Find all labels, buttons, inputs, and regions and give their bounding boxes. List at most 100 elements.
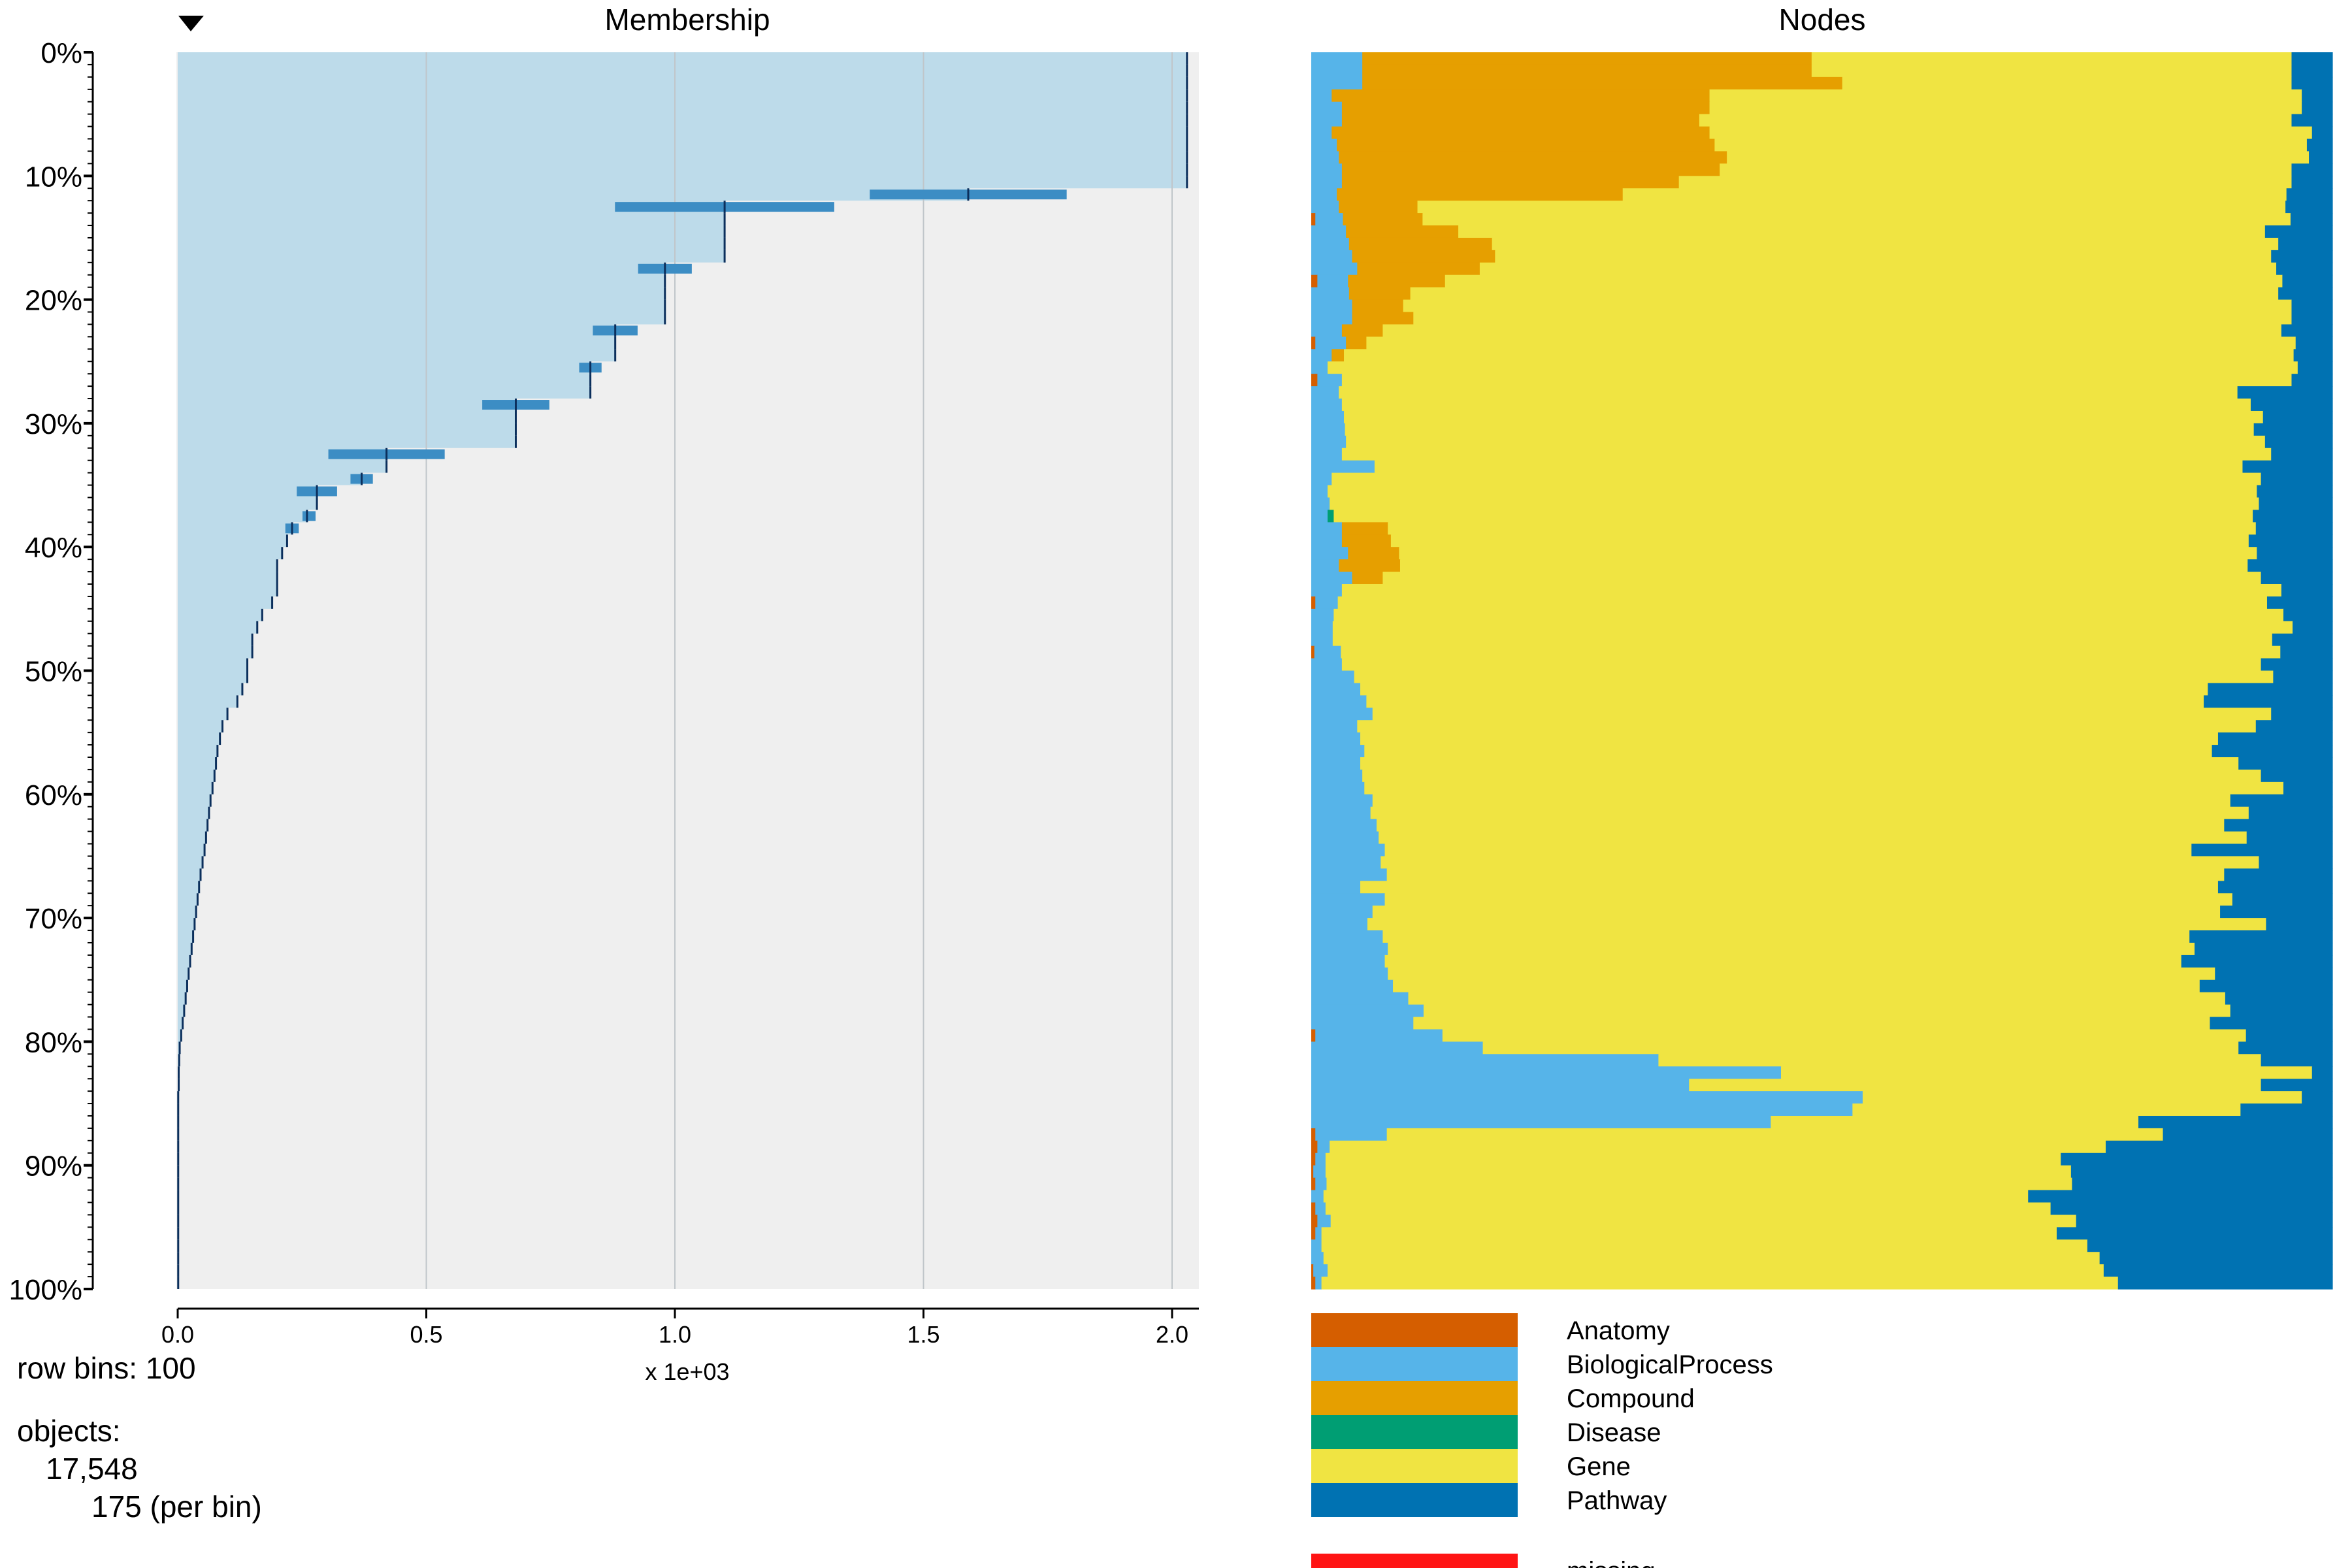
nodes-segment-pathway	[2261, 1079, 2333, 1092]
nodes-segment-pathway	[2163, 1128, 2333, 1141]
nodes-segment-pathway	[2253, 423, 2333, 436]
nodes-segment-pathway	[2189, 930, 2333, 943]
triangle-down-icon[interactable]	[178, 16, 204, 31]
nodes-segment-biologicalprocess	[1311, 732, 1361, 745]
nodes-segment-gene	[1386, 868, 2225, 881]
nodes-segment-biologicalprocess	[1311, 1054, 1659, 1067]
y-tick-label: 50%	[25, 656, 82, 688]
nodes-segment-biologicalprocess	[1311, 881, 1361, 894]
nodes-segment-biologicalprocess	[1311, 262, 1358, 276]
nodes-segment-pathway	[2283, 781, 2333, 795]
nodes-segment-gene	[1362, 769, 2262, 783]
nodes-segment-gene	[1399, 559, 2248, 572]
nodes-segment-biologicalprocess	[1311, 1079, 1690, 1092]
nodes-segment-biologicalprocess	[1311, 386, 1339, 399]
nodes-segment-biologicalprocess	[1311, 819, 1377, 832]
nodes-segment-biologicalprocess	[1311, 547, 1348, 560]
nodes-segment-gene	[1842, 76, 2293, 90]
nodes-segment-biologicalprocess	[1311, 955, 1386, 968]
nodes-segment-biologicalprocess	[1311, 893, 1386, 906]
nodes-segment-pathway	[2232, 893, 2333, 906]
nodes-segment-biologicalprocess	[1311, 237, 1350, 251]
nodes-segment-pathway	[2291, 163, 2333, 176]
objects-count: 17,548	[46, 1452, 138, 1486]
nodes-segment-anatomy	[1311, 1177, 1316, 1191]
nodes-segment-gene	[1727, 151, 2310, 164]
nodes-segment-gene	[1345, 423, 2255, 436]
nodes-segment-gene	[1390, 534, 2249, 547]
nodes-segment-gene	[1458, 225, 2266, 238]
legend-swatch	[1311, 1381, 1518, 1415]
nodes-segment-compound	[1362, 76, 1843, 90]
nodes-segment-gene	[1442, 1029, 2247, 1042]
nodes-segment-biologicalprocess	[1311, 806, 1371, 820]
per-bin-label: 175 (per bin)	[91, 1490, 262, 1524]
nodes-segment-gene	[1331, 472, 2262, 486]
objects-label: objects:	[17, 1414, 121, 1448]
y-tick-label: 100%	[8, 1274, 82, 1306]
nodes-segment-gene	[1377, 819, 2225, 832]
nodes-segment-compound	[1348, 237, 1493, 251]
nodes-segment-compound	[1339, 151, 1727, 164]
nodes-segment-biologicalprocess	[1313, 1264, 1328, 1277]
nodes-segment-gene	[1344, 349, 2295, 362]
legend-swatch	[1311, 1483, 1518, 1517]
nodes-segment-biologicalprocess	[1311, 64, 1363, 78]
nodes-segment-compound	[1339, 559, 1401, 572]
nodes-segment-pathway	[2138, 1115, 2333, 1129]
nodes-segment-pathway	[2261, 572, 2333, 585]
nodes-segment-pathway	[2253, 510, 2333, 523]
nodes-segment-gene	[1330, 1215, 2077, 1228]
y-tick-label: 10%	[25, 161, 82, 193]
nodes-segment-gene	[1357, 720, 2257, 733]
nodes-segment-compound	[1352, 572, 1384, 585]
nodes-segment-gene	[1714, 139, 2308, 152]
nodes-segment-pathway	[2106, 1140, 2333, 1154]
nodes-segment-anatomy	[1311, 1264, 1314, 1277]
nodes-segment-compound	[1346, 225, 1459, 238]
nodes-segment-pathway	[2273, 670, 2333, 684]
nodes-segment-gene	[1811, 52, 2293, 65]
nodes-segment-biologicalprocess	[1311, 856, 1381, 869]
nodes-segment-compound	[1341, 176, 1680, 189]
nodes-segment-compound	[1352, 312, 1414, 325]
nodes-segment-gene	[1360, 757, 2239, 770]
nodes-segment-compound	[1343, 213, 1423, 226]
nodes-segment-gene	[1374, 460, 2244, 474]
nodes-segment-pathway	[2283, 608, 2333, 622]
nodes-segment-gene	[1325, 1152, 2061, 1166]
nodes-segment-gene	[1370, 806, 2249, 820]
nodes-segment-biologicalprocess	[1315, 1029, 1443, 1042]
nodes-segment-pathway	[2215, 967, 2333, 981]
nodes-segment-biologicalprocess	[1311, 76, 1363, 90]
y-tick-label: 90%	[25, 1151, 82, 1183]
nodes-segment-anatomy	[1311, 1152, 1316, 1166]
nodes-segment-biologicalprocess	[1315, 1128, 1388, 1141]
nodes-segment-pathway	[2103, 1264, 2333, 1277]
y-axis: 0% 10% 20% 30% 40% 50% 60% 70% 80% 90% 100%	[8, 37, 94, 1306]
nodes-segment-pathway	[2271, 448, 2333, 461]
nodes-segment-gene	[1367, 918, 2267, 931]
nodes-segment-biologicalprocess	[1311, 534, 1343, 547]
nodes-segment-gene	[1399, 547, 2257, 560]
nodes-segment-biologicalprocess	[1311, 151, 1339, 164]
nodes-segment-gene	[1384, 893, 2233, 906]
nodes-segment-gene	[1384, 955, 2182, 968]
nodes-segment-biologicalprocess	[1311, 769, 1363, 783]
nodes-segment-biologicalprocess	[1315, 213, 1344, 226]
nodes-segment-gene	[1413, 312, 2293, 325]
nodes-segment-pathway	[2220, 906, 2333, 919]
nodes-segment-biologicalprocess	[1311, 868, 1388, 881]
legend-label: Anatomy	[1567, 1316, 1670, 1345]
nodes-segment-biologicalprocess	[1311, 658, 1343, 672]
nodes-segment-pathway	[2225, 992, 2333, 1005]
nodes-segment-anatomy	[1311, 1202, 1316, 1216]
nodes-segment-compound	[1357, 262, 1480, 276]
nodes-segment-pathway	[2199, 979, 2333, 993]
legend-label-missing: missing	[1567, 1557, 1656, 1568]
nodes-segment-pathway	[2194, 942, 2333, 956]
x-tick-label: 0.0	[161, 1321, 194, 1348]
nodes-segment-anatomy	[1311, 1215, 1318, 1228]
nodes-segment-compound	[1352, 299, 1404, 313]
nodes-segment-gene	[1479, 262, 2277, 276]
